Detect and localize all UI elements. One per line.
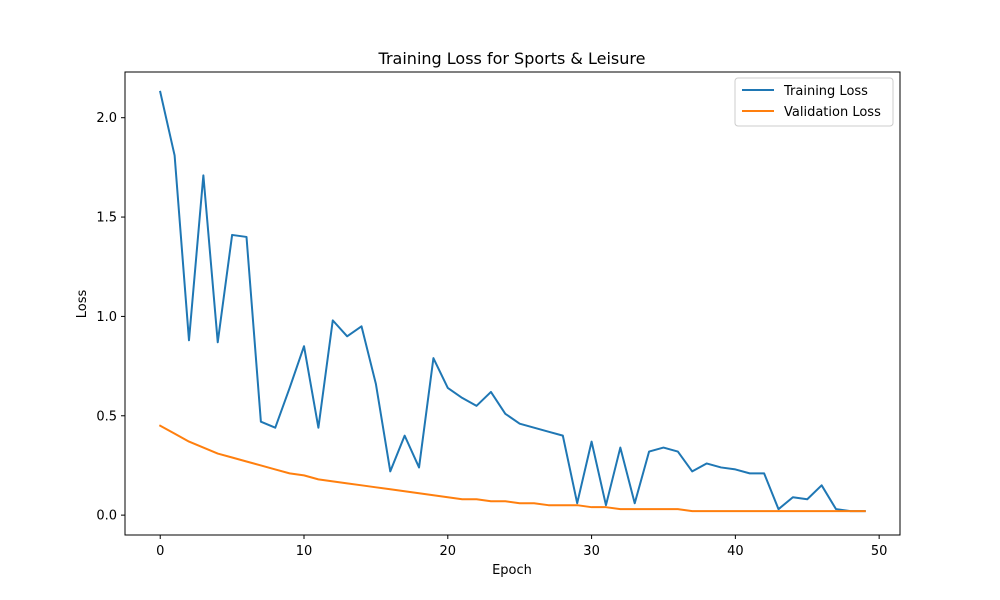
legend: Training Loss Validation Loss	[734, 77, 894, 127]
plot-area: 0 10 20 30 40 50 0.0 0.5 1.0 1.5 2.0	[96, 71, 901, 559]
y-tick-label: 0.0	[96, 509, 117, 524]
x-tick-label: 40	[727, 544, 744, 559]
y-tick-label: 2.0	[96, 111, 117, 126]
chart-title: Training Loss for Sports & Leisure	[378, 49, 646, 68]
plot-frame	[124, 71, 901, 536]
x-tick-label: 20	[440, 544, 457, 559]
y-tick-label: 0.5	[96, 409, 117, 424]
y-axis-ticks: 0.0 0.5 1.0 1.5 2.0	[96, 111, 125, 524]
legend-label-validation-loss: Validation Loss	[784, 105, 881, 120]
y-tick-label: 1.5	[96, 211, 117, 226]
x-axis-ticks: 0 10 20 30 40 50	[156, 535, 887, 559]
x-tick-label: 10	[296, 544, 313, 559]
x-tick-label: 50	[871, 544, 888, 559]
training-loss-line	[159, 90, 866, 513]
x-tick-label: 0	[156, 544, 164, 559]
series-layer	[158, 90, 866, 513]
y-tick-label: 1.0	[96, 310, 117, 325]
legend-box	[734, 77, 894, 127]
x-tick-label: 30	[583, 544, 600, 559]
legend-label-training-loss: Training Loss	[783, 84, 868, 99]
validation-loss-line	[158, 424, 866, 513]
x-axis-title: Epoch	[492, 563, 532, 578]
y-axis-title: Loss	[75, 290, 90, 319]
